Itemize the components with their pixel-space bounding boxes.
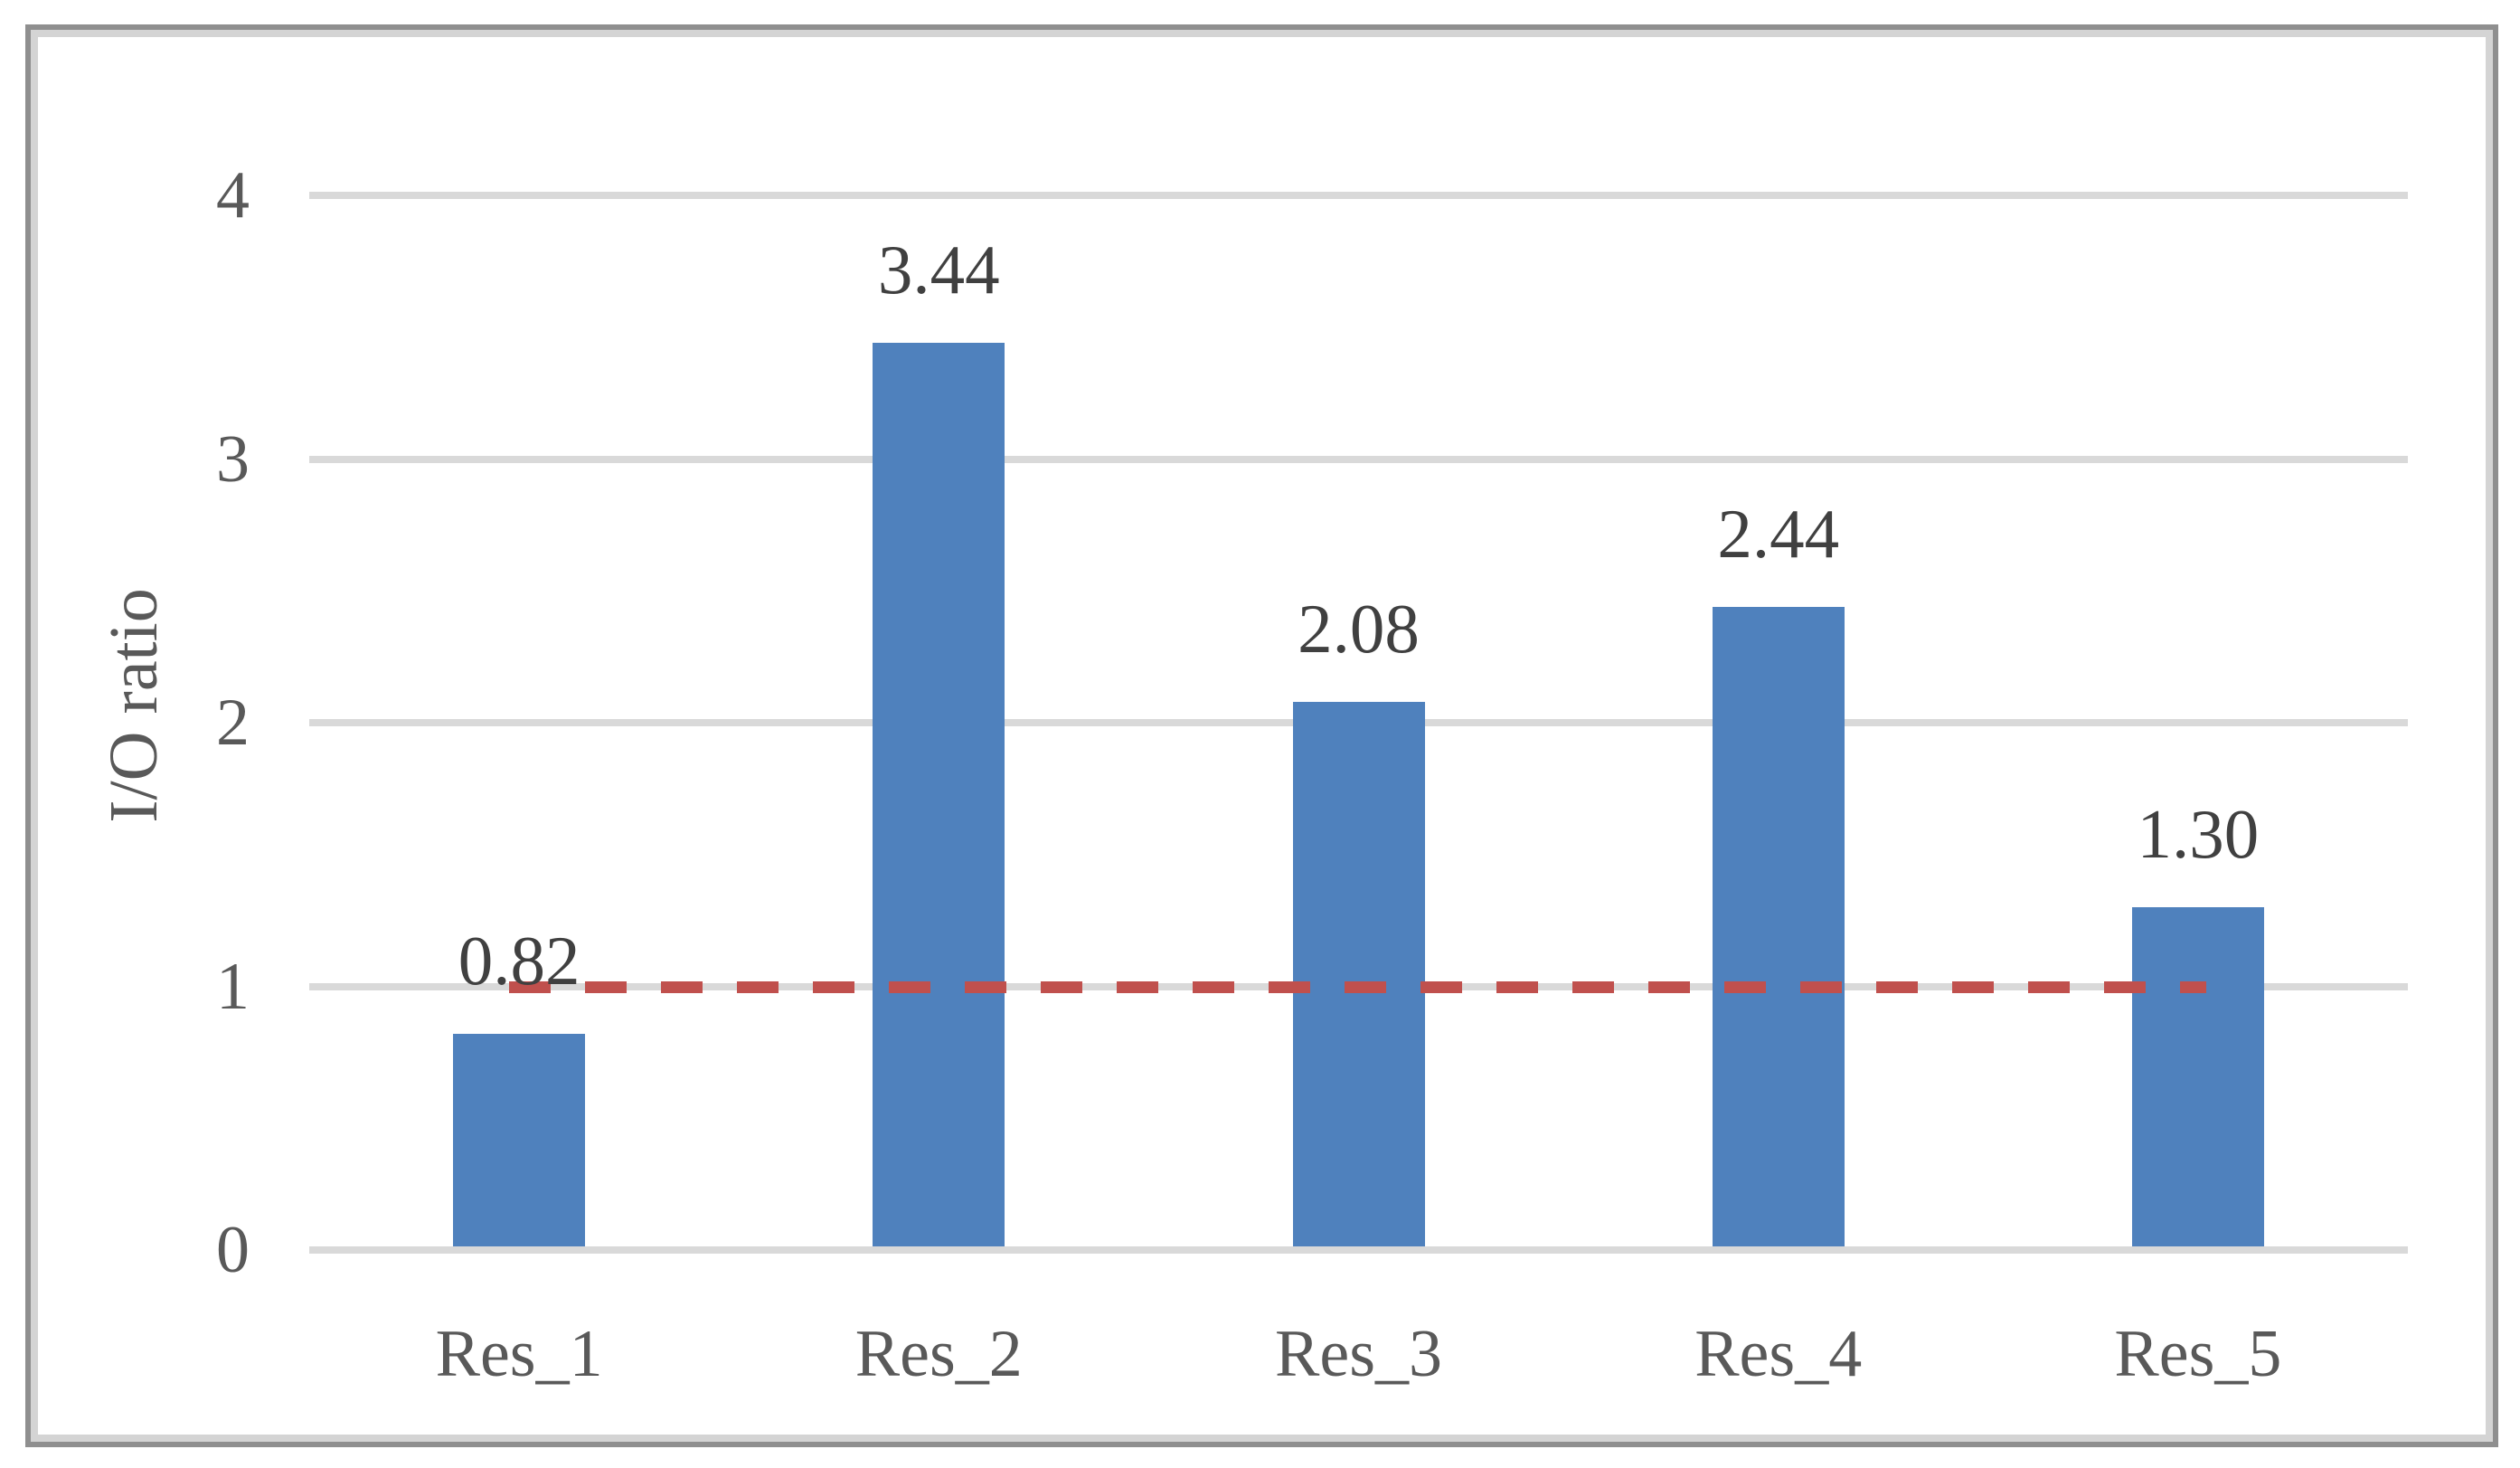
gridline bbox=[309, 192, 2408, 199]
bar-value-label: 2.44 bbox=[1717, 494, 1840, 573]
y-tick-label: 2 bbox=[216, 686, 250, 760]
x-category-label: Res_1 bbox=[435, 1317, 603, 1391]
bar-value-label: 2.08 bbox=[1298, 589, 1420, 668]
bar bbox=[873, 343, 1005, 1246]
gridline bbox=[309, 455, 2408, 463]
bar bbox=[453, 1033, 586, 1246]
bar bbox=[1292, 701, 1425, 1246]
y-tick-label: 3 bbox=[216, 421, 250, 497]
reference-line bbox=[509, 980, 2206, 993]
y-tick-label: 4 bbox=[216, 158, 250, 232]
x-category-label: Res_4 bbox=[1694, 1317, 1863, 1391]
chart-frame bbox=[25, 24, 2498, 1447]
y-tick-label: 1 bbox=[216, 949, 250, 1024]
bar-value-label: 1.30 bbox=[2137, 795, 2260, 874]
bar-value-label: 0.82 bbox=[458, 921, 580, 999]
bar-value-label: 3.44 bbox=[877, 231, 1000, 309]
bar bbox=[2131, 907, 2264, 1246]
x-category-label: Res_3 bbox=[1275, 1317, 1442, 1391]
y-axis-title: I/O ratio bbox=[96, 588, 172, 823]
bar bbox=[1712, 606, 1845, 1246]
x-category-label: Res_5 bbox=[2114, 1317, 2282, 1391]
y-tick-label: 0 bbox=[216, 1213, 250, 1287]
gridline bbox=[309, 1246, 2408, 1254]
x-category-label: Res_2 bbox=[854, 1317, 1023, 1391]
